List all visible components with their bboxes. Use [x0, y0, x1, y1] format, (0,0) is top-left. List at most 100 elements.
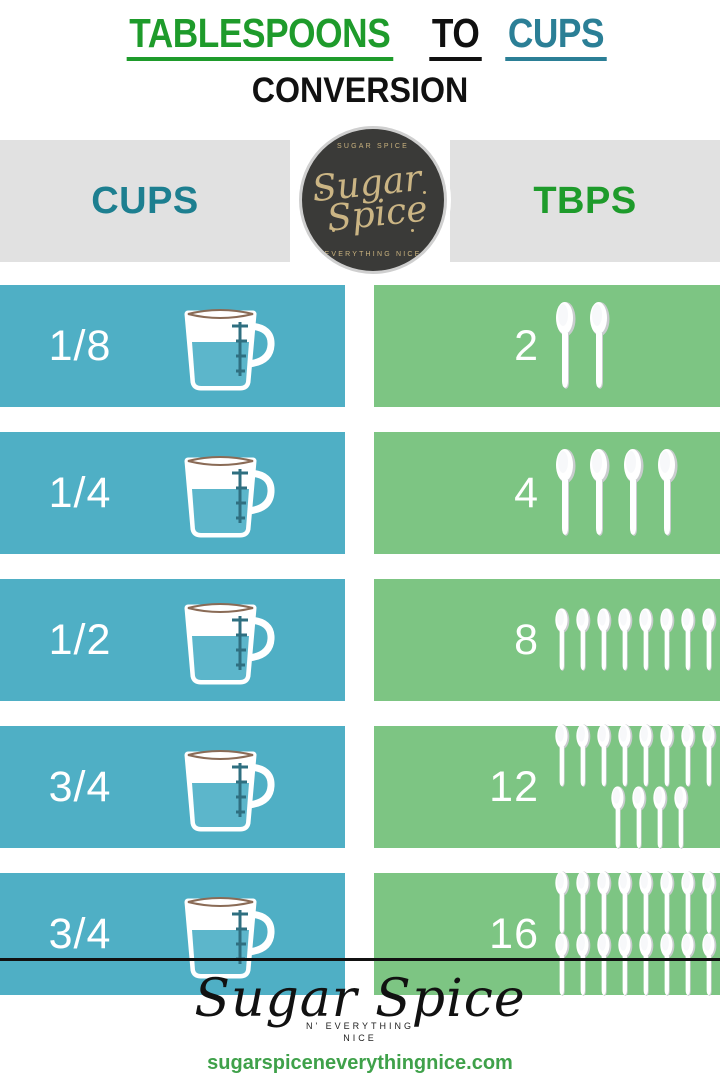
spoon-icon [621, 447, 647, 539]
spoon-icon [637, 932, 656, 998]
cups-cell: 1/4 [0, 432, 345, 554]
footer-divider [0, 958, 720, 961]
tbsp-cell: 4 [374, 432, 720, 554]
title-block: TABLESPOONS TO CUPS CONVERSION [0, 0, 720, 111]
spoon-icon [553, 300, 579, 392]
column-header-cups-label: CUPS [91, 179, 199, 222]
measuring-cup-icon [184, 308, 275, 390]
spoon-icon [639, 608, 654, 671]
measuring-cup-icon [170, 590, 280, 691]
spoon-icon [616, 870, 635, 936]
cups-amount: 3/4 [48, 909, 112, 958]
tbsp-amount: 2 [514, 321, 539, 370]
spoon-icon [556, 302, 576, 389]
column-header-tbps-label: TBPS [533, 179, 637, 222]
logo-ring-bottom: EVERYTHING NICE [324, 251, 422, 258]
spoon-icon [616, 932, 635, 998]
tbsp-cell: 12 [374, 723, 720, 851]
spoon-icon [576, 933, 591, 996]
spoon-icon [658, 723, 677, 789]
spoon-row [553, 447, 720, 539]
spoon-icon [702, 724, 717, 787]
spoon-row [553, 300, 720, 392]
spoon-icon [587, 300, 613, 392]
tbsp-cell: 8 [374, 579, 720, 701]
footer-brand: Sugar Spice [0, 973, 720, 1025]
measuring-cup-icon [170, 443, 280, 544]
spoon-icon [616, 607, 635, 673]
spoon-icon [658, 607, 677, 673]
spoon-icon [555, 608, 570, 671]
tbsp-amount: 4 [514, 468, 539, 517]
footer-website-url[interactable]: sugarspiceneverythingnice.com [207, 1052, 513, 1074]
spoon-icon [700, 607, 719, 673]
spoon-icon [553, 723, 572, 789]
spoon-icon [679, 870, 698, 936]
spoon-icon [595, 932, 614, 998]
spoon-icon [590, 302, 610, 389]
spoon-icon [702, 871, 717, 934]
spoon-icon [609, 785, 628, 851]
tbsp-amount: 16 [489, 909, 539, 958]
spoon-icon [616, 723, 635, 789]
conversion-table: 1/8 2 1/4 4 1/2 8 3/4 12 3/4 16 [0, 285, 720, 1020]
spoon-icon [702, 608, 717, 671]
spoon-group [539, 723, 720, 851]
column-header-bar: CUPS TBPS [0, 140, 720, 262]
tbsp-amount: 12 [489, 762, 539, 811]
spoon-icon [679, 723, 698, 789]
spoon-icon [660, 608, 675, 671]
spoon-icon [681, 724, 696, 787]
spoon-icon [553, 447, 579, 539]
spoon-icon [553, 607, 572, 673]
footer-brand-line2: Spice [375, 969, 526, 1029]
title-segment-tablespoons: TABLESPOONS [126, 11, 393, 62]
spoon-icon [658, 932, 677, 998]
footer-tagline-line1: N' EVERYTHING [305, 1021, 415, 1031]
spoon-icon [597, 933, 612, 996]
cups-amount: 1/4 [48, 468, 112, 517]
measuring-cup-icon-wrap [160, 726, 345, 848]
spoon-icon [574, 870, 593, 936]
spoon-icon [624, 449, 644, 536]
spoon-row [553, 870, 720, 936]
spoon-icon [595, 870, 614, 936]
spoon-icon [660, 933, 675, 996]
spoon-icon [555, 933, 570, 996]
title-segment-to: TO [429, 11, 483, 62]
spoon-row [553, 607, 720, 673]
spoon-icon [595, 723, 614, 789]
spoon-icon [655, 447, 681, 539]
spoon-icon [660, 871, 675, 934]
spoon-icon [574, 607, 593, 673]
spoon-row [553, 723, 720, 789]
spoon-group [539, 870, 720, 998]
measuring-cup-icon-wrap [160, 579, 345, 701]
spoon-icon [590, 449, 610, 536]
spoon-icon [653, 786, 668, 849]
measuring-cup-icon [184, 455, 275, 537]
spoon-icon [611, 786, 626, 849]
spoon-icon [618, 608, 633, 671]
table-row: 1/2 8 [0, 579, 720, 701]
measuring-cup-icon [184, 749, 275, 831]
cups-amount: 3/4 [48, 762, 112, 811]
spoon-icon [651, 785, 670, 851]
spoon-icon [574, 723, 593, 789]
spoon-icon [639, 871, 654, 934]
spoon-icon [597, 871, 612, 934]
column-header-cups: CUPS [0, 140, 290, 262]
spoon-icon [553, 932, 572, 998]
spoon-icon [700, 723, 719, 789]
spoon-icon [637, 607, 656, 673]
spoon-icon [679, 607, 698, 673]
brand-logo: SUGAR SPICE EVERYTHING NICE Sugar Spice [299, 126, 447, 274]
spoon-icon [632, 786, 647, 849]
spoon-icon [555, 871, 570, 934]
cups-amount: 1/2 [48, 615, 112, 664]
spoon-icon [595, 607, 614, 673]
footer-tagline-line2: NICE [343, 1033, 377, 1043]
spoon-group [539, 579, 720, 701]
spoon-icon [597, 608, 612, 671]
spoon-icon [576, 608, 591, 671]
